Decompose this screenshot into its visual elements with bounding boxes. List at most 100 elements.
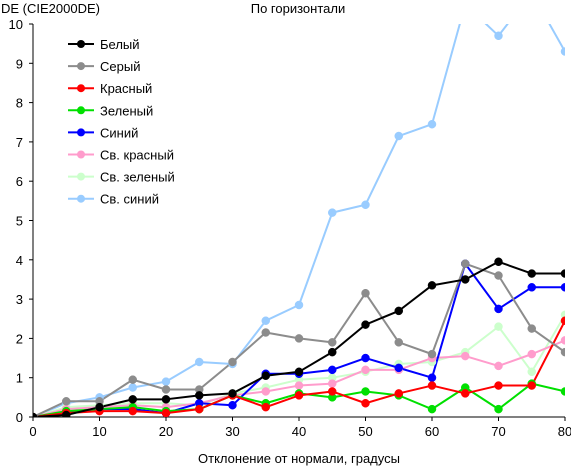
x-tick-label: 30 xyxy=(225,424,239,439)
data-point xyxy=(161,408,171,417)
data-point xyxy=(560,47,565,56)
data-point xyxy=(527,349,536,359)
data-point xyxy=(62,410,71,417)
data-point xyxy=(228,389,237,398)
data-point xyxy=(361,353,370,363)
x-tick-label: 60 xyxy=(425,424,439,439)
y-tick-label: 7 xyxy=(16,135,23,150)
data-point xyxy=(195,391,204,400)
y-tick-label: 8 xyxy=(16,96,23,111)
x-tick-label: 80 xyxy=(558,424,571,439)
legend-swatch-marker xyxy=(77,128,85,137)
y-tick-label: 6 xyxy=(16,174,23,189)
x-axis-title: Отклонение от нормали, градусы xyxy=(198,451,400,466)
y-axis-title: DE (CIE2000DE) xyxy=(1,1,100,16)
data-point xyxy=(560,269,565,278)
data-point xyxy=(328,208,337,217)
data-point xyxy=(394,389,403,398)
data-point xyxy=(328,387,337,396)
data-point xyxy=(394,131,403,141)
data-point xyxy=(361,365,370,375)
data-point xyxy=(261,402,270,412)
legend-label: Белый xyxy=(100,37,140,52)
data-point xyxy=(294,381,304,390)
legend-swatch-marker xyxy=(77,84,85,93)
legend-label: Св. зеленый xyxy=(100,170,175,185)
data-point xyxy=(62,397,71,406)
data-point xyxy=(527,324,536,333)
legend-swatch-marker xyxy=(77,194,85,203)
y-tick-label: 3 xyxy=(16,292,23,307)
data-point xyxy=(33,412,38,417)
y-tick-label: 9 xyxy=(16,56,23,71)
data-point xyxy=(494,361,503,371)
data-point xyxy=(294,367,304,377)
data-point xyxy=(361,398,370,408)
data-point xyxy=(294,334,304,343)
data-point xyxy=(427,381,437,390)
data-point xyxy=(195,404,204,414)
y-tick-label: 10 xyxy=(9,17,23,32)
data-point xyxy=(560,283,565,292)
data-point xyxy=(261,387,270,396)
x-tick-label: 0 xyxy=(29,424,36,439)
data-point xyxy=(361,387,370,396)
data-point xyxy=(527,283,536,292)
legend-swatch-marker xyxy=(77,172,85,181)
data-point xyxy=(494,31,503,41)
data-point xyxy=(361,200,370,210)
x-tick-label: 50 xyxy=(358,424,372,439)
data-point xyxy=(228,357,237,367)
data-point xyxy=(361,288,370,298)
y-tick-label: 5 xyxy=(16,214,23,229)
data-point xyxy=(560,336,565,345)
data-point xyxy=(261,371,270,380)
data-point xyxy=(128,383,137,392)
y-tick-label: 2 xyxy=(16,331,23,346)
chart-title: По горизонтали xyxy=(251,1,345,16)
legend-label: Серый xyxy=(100,59,140,74)
data-point xyxy=(394,363,403,373)
data-point xyxy=(494,322,503,331)
data-point xyxy=(461,259,470,268)
data-point xyxy=(328,365,337,375)
data-point xyxy=(128,375,137,384)
data-point xyxy=(328,347,337,357)
legend-label: Красный xyxy=(100,81,152,96)
data-point xyxy=(560,316,565,325)
series-points xyxy=(33,31,565,417)
data-point xyxy=(560,387,565,396)
data-point xyxy=(261,316,270,325)
data-point xyxy=(494,304,503,314)
data-point xyxy=(427,119,437,129)
data-point xyxy=(361,320,370,329)
data-point xyxy=(161,395,171,404)
data-point xyxy=(128,406,137,416)
data-point xyxy=(461,275,470,284)
data-point xyxy=(527,367,536,377)
data-point xyxy=(494,271,503,280)
data-point xyxy=(427,404,437,414)
data-point xyxy=(494,381,503,390)
legend-label: Синий xyxy=(100,125,138,140)
data-point xyxy=(527,381,536,390)
legend-swatch-marker xyxy=(77,106,85,115)
legend-label: Св. синий xyxy=(100,192,159,207)
data-point xyxy=(195,357,204,367)
x-tick-label: 20 xyxy=(159,424,173,439)
data-point xyxy=(494,404,503,414)
legend-label: Зеленый xyxy=(100,103,153,118)
data-point xyxy=(128,395,137,404)
data-point xyxy=(394,306,403,316)
data-point xyxy=(427,373,437,382)
legend-swatch-marker xyxy=(77,150,85,159)
data-point xyxy=(294,391,304,400)
axes: 0 1 2 3 4 5 6 7 8 9 10 0 10 20 30 40 50 60 70 80 xyxy=(9,17,571,439)
data-point xyxy=(228,400,237,410)
data-point xyxy=(328,379,337,388)
legend-label: Св. красный xyxy=(100,148,174,163)
data-point xyxy=(261,328,270,337)
data-point xyxy=(161,385,171,394)
x-tick-label: 70 xyxy=(491,424,505,439)
